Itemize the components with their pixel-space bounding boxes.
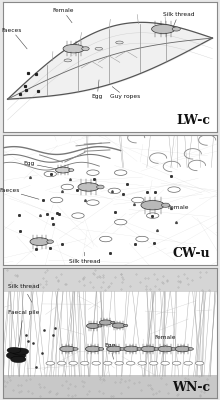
Text: Silk thread: Silk thread: [163, 12, 194, 33]
Ellipse shape: [149, 362, 158, 365]
Ellipse shape: [97, 185, 104, 189]
Text: Faeces: Faeces: [0, 188, 39, 199]
Ellipse shape: [154, 348, 159, 350]
Ellipse shape: [99, 348, 104, 350]
Ellipse shape: [172, 362, 181, 365]
Ellipse shape: [116, 41, 123, 44]
Ellipse shape: [78, 183, 99, 191]
Ellipse shape: [115, 362, 123, 365]
Ellipse shape: [171, 348, 176, 350]
Ellipse shape: [158, 346, 173, 352]
Ellipse shape: [126, 362, 135, 365]
Text: Silk thread: Silk thread: [69, 252, 100, 264]
Ellipse shape: [99, 236, 112, 242]
Text: CW-u: CW-u: [173, 247, 210, 260]
Ellipse shape: [57, 362, 66, 365]
Ellipse shape: [47, 240, 53, 243]
Ellipse shape: [30, 238, 49, 246]
Bar: [3, 375, 217, 398]
Ellipse shape: [172, 27, 180, 31]
Ellipse shape: [184, 362, 192, 365]
Ellipse shape: [56, 167, 71, 173]
Text: LW-c: LW-c: [176, 114, 210, 126]
Ellipse shape: [86, 323, 99, 328]
Ellipse shape: [98, 325, 102, 327]
Ellipse shape: [50, 197, 63, 203]
Ellipse shape: [136, 236, 148, 242]
Ellipse shape: [64, 59, 72, 62]
Text: Egg: Egg: [23, 161, 60, 170]
Ellipse shape: [132, 197, 144, 203]
Ellipse shape: [73, 348, 78, 350]
Ellipse shape: [44, 171, 57, 177]
Ellipse shape: [72, 213, 84, 218]
Ellipse shape: [141, 346, 156, 352]
Ellipse shape: [60, 346, 75, 352]
Ellipse shape: [99, 320, 112, 325]
Ellipse shape: [12, 348, 29, 355]
Text: Female: Female: [155, 335, 176, 346]
Ellipse shape: [95, 47, 103, 50]
Text: Egg: Egg: [92, 80, 103, 99]
Ellipse shape: [69, 362, 77, 365]
Text: Female: Female: [155, 203, 189, 210]
Ellipse shape: [152, 24, 175, 34]
Ellipse shape: [61, 184, 73, 190]
Text: WN-c: WN-c: [172, 382, 210, 394]
Ellipse shape: [82, 47, 89, 50]
Text: Faeces: Faeces: [2, 28, 27, 49]
Ellipse shape: [11, 356, 26, 362]
Text: Female: Female: [52, 8, 74, 23]
Ellipse shape: [161, 362, 169, 365]
Ellipse shape: [85, 346, 100, 352]
Ellipse shape: [114, 219, 127, 225]
Ellipse shape: [69, 169, 74, 171]
Ellipse shape: [137, 348, 142, 350]
Ellipse shape: [112, 323, 125, 328]
Ellipse shape: [103, 362, 112, 365]
Ellipse shape: [141, 200, 164, 210]
Text: Egg: Egg: [104, 342, 116, 359]
Ellipse shape: [147, 213, 159, 218]
Ellipse shape: [87, 170, 99, 176]
Ellipse shape: [138, 362, 147, 365]
Ellipse shape: [188, 348, 193, 350]
Ellipse shape: [87, 200, 99, 205]
Text: Guy ropes: Guy ropes: [110, 86, 140, 99]
Ellipse shape: [195, 362, 204, 365]
Ellipse shape: [175, 346, 190, 352]
Ellipse shape: [124, 346, 139, 352]
Ellipse shape: [110, 321, 115, 324]
Ellipse shape: [161, 203, 170, 207]
Ellipse shape: [46, 362, 55, 365]
Text: Faecal pile: Faecal pile: [7, 310, 39, 346]
Ellipse shape: [120, 348, 125, 350]
Ellipse shape: [6, 351, 26, 360]
Ellipse shape: [7, 347, 21, 353]
Ellipse shape: [108, 188, 121, 194]
Ellipse shape: [81, 362, 89, 365]
Ellipse shape: [92, 362, 101, 365]
Ellipse shape: [123, 324, 128, 327]
Ellipse shape: [107, 346, 122, 352]
Text: Silk thread: Silk thread: [7, 284, 39, 302]
Ellipse shape: [114, 170, 127, 176]
Bar: [3, 268, 217, 292]
Ellipse shape: [63, 44, 84, 53]
Ellipse shape: [168, 187, 180, 192]
